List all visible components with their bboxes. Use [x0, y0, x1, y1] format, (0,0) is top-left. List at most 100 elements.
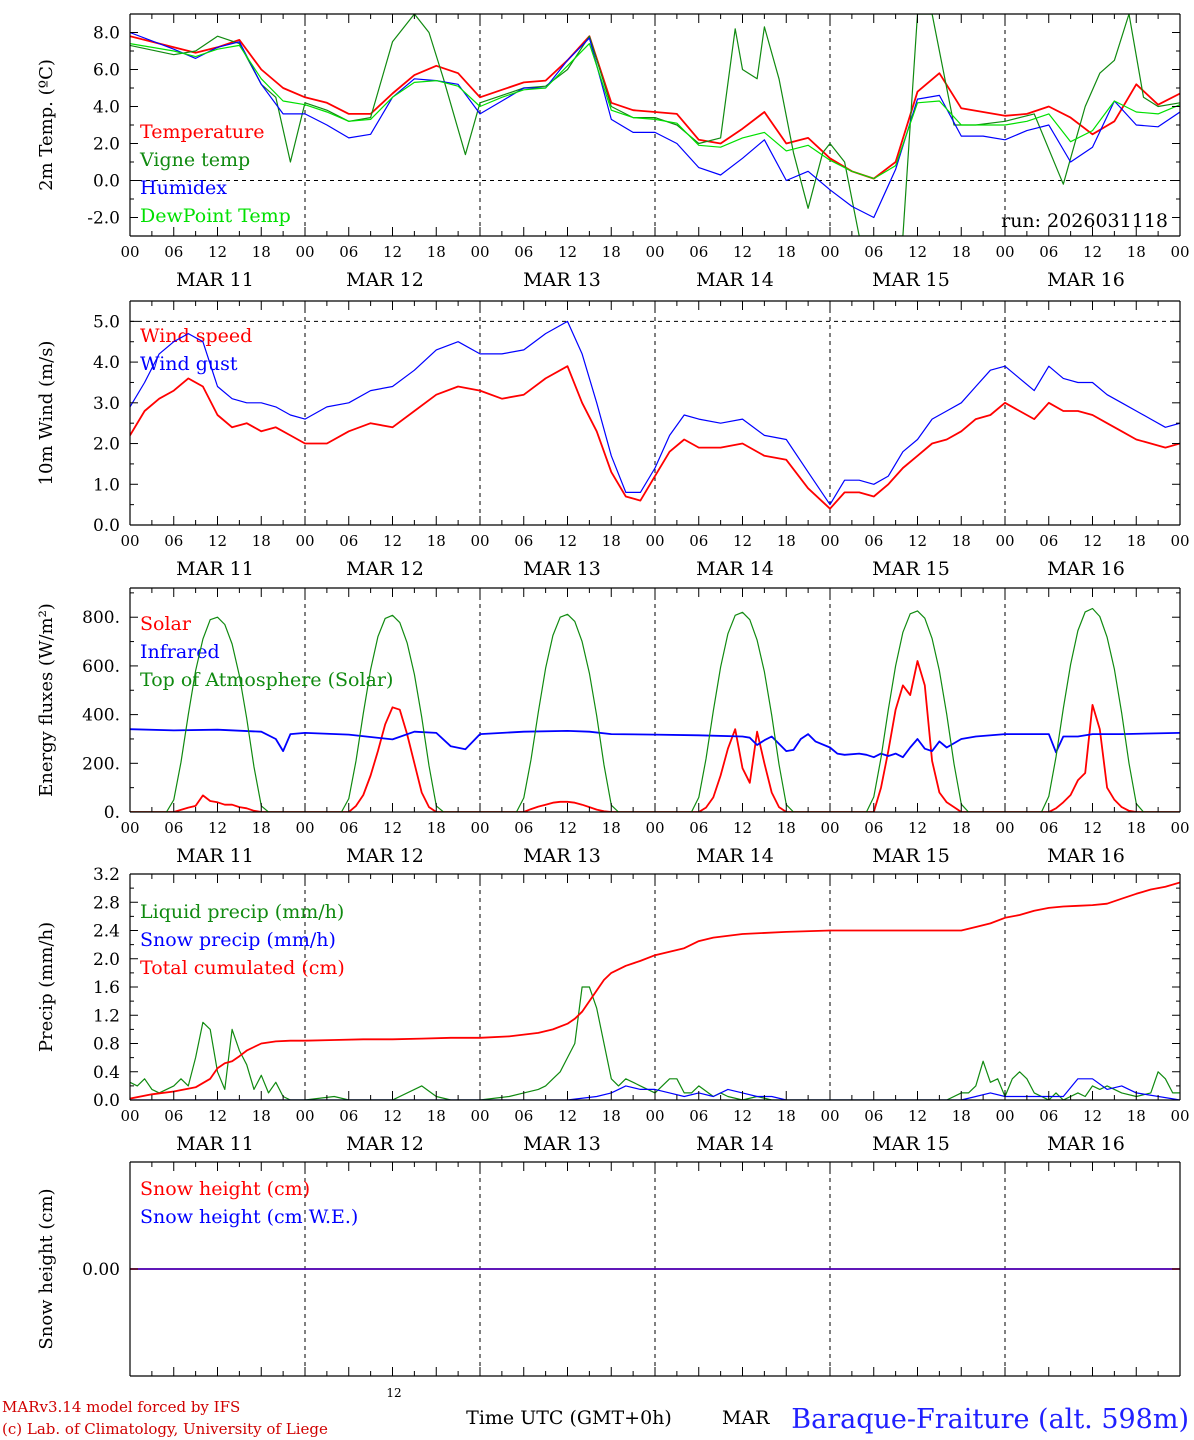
- x-tick-label: 12: [558, 1107, 577, 1125]
- x-tick-label: 06: [339, 1107, 358, 1125]
- x-tick-label: 12: [208, 532, 227, 550]
- series-line-wind-0: [130, 365, 1180, 510]
- x-tick-label: 00: [995, 243, 1014, 261]
- x-tick-label: 18: [252, 1107, 271, 1125]
- x-tick-label: 06: [1039, 819, 1058, 837]
- day-label: MAR 14: [696, 558, 774, 580]
- x-tick-label: 00: [295, 1107, 314, 1125]
- credit-line-2: (c) Lab. of Climatology, University of L…: [2, 1420, 328, 1438]
- day-label: MAR 15: [872, 845, 950, 867]
- day-label: MAR 15: [872, 1133, 950, 1155]
- series-line-temp-1: [130, 14, 1180, 236]
- legend-entry-snow-1: Snow height (cm W.E.): [140, 1206, 358, 1228]
- legend-entry-snow-0: Snow height (cm): [140, 1178, 310, 1200]
- series-line-temp-0: [130, 35, 1180, 180]
- x-tick-label: 12: [1083, 819, 1102, 837]
- x-tick-label: 12: [208, 243, 227, 261]
- x-tick-label: 00: [820, 1107, 839, 1125]
- x-tick-label: 06: [864, 1107, 883, 1125]
- x-tick-label: 12: [908, 532, 927, 550]
- day-label: MAR 11: [176, 558, 254, 580]
- run-annotation: run: 2026031118: [1001, 210, 1168, 232]
- day-label: MAR 14: [696, 845, 774, 867]
- x-tick-label: 18: [777, 243, 796, 261]
- x-tick-label: 06: [689, 1107, 708, 1125]
- x-tick-label: 06: [339, 819, 358, 837]
- y-tick-label: 1.2: [93, 1006, 120, 1026]
- x-tick-label: 06: [864, 819, 883, 837]
- y-tick-label: -2.0: [87, 209, 120, 229]
- x-tick-label: 06: [689, 819, 708, 837]
- panel-energy: Solar Infrared Top of Atmosphere (Solar) 0.…: [36, 587, 1190, 867]
- x-tick-label: 18: [427, 1107, 446, 1125]
- x-tick-label: 00: [1170, 532, 1189, 550]
- x-tick-label: 00: [120, 1107, 139, 1125]
- x-tick-label: 12: [1083, 1107, 1102, 1125]
- day-label: MAR 16: [1047, 558, 1125, 580]
- series-line-precip-1: [130, 1078, 1180, 1100]
- x-tick-label: 06: [514, 819, 533, 837]
- series-line-wind-1: [130, 320, 1180, 506]
- day-label: MAR 12: [346, 269, 424, 291]
- x-tick-label: 12: [383, 243, 402, 261]
- day-label: MAR 16: [1047, 269, 1125, 291]
- y-tick-label: 400.: [82, 706, 120, 726]
- day-label: MAR 15: [872, 558, 950, 580]
- x-tick-label: 18: [952, 819, 971, 837]
- x-tick-label: 18: [1127, 532, 1146, 550]
- x-axis-label: Time UTC (GMT+0h): [466, 1407, 672, 1429]
- x-tick-label: 12: [208, 1107, 227, 1125]
- x-tick-label: 12: [383, 532, 402, 550]
- y-tick-label: 0.0: [93, 172, 120, 192]
- y-tick-label: 2.0: [93, 435, 120, 455]
- legend-entry-wind-0: Wind speed: [140, 325, 252, 347]
- x-tick-label: 00: [1170, 1107, 1189, 1125]
- y-tick-label: 2.4: [93, 922, 120, 942]
- y-tick-label: 800.: [82, 608, 120, 628]
- legend-entry-temp-3: DewPoint Temp: [140, 205, 291, 227]
- y-tick-label: 200.: [82, 754, 120, 774]
- y-tick-label: 1.6: [93, 978, 120, 998]
- y-tick-label: 0.: [104, 803, 120, 823]
- x-tick-label: 06: [339, 243, 358, 261]
- series-line-temp-2: [130, 31, 1180, 219]
- day-label: MAR 14: [696, 1133, 774, 1155]
- day-label: MAR 16: [1047, 845, 1125, 867]
- x-tick-label: 18: [427, 243, 446, 261]
- legend-entry-precip-2: Total cumulated (cm): [140, 957, 345, 979]
- series-line-temp-3: [130, 42, 1180, 180]
- x-tick-label: 12: [383, 1107, 402, 1125]
- y-tick-label: 5.0: [93, 312, 120, 332]
- day-label: MAR 12: [346, 558, 424, 580]
- x-tick-label: 06: [864, 243, 883, 261]
- y-axis-label: Precip (mm/h): [36, 922, 57, 1052]
- day-label: MAR 16: [1047, 1133, 1125, 1155]
- y-tick-label: 6.0: [93, 61, 120, 81]
- day-label: MAR 13: [523, 845, 601, 867]
- x-tick-label: 00: [995, 1107, 1014, 1125]
- legend-entry-temp-2: Humidex: [140, 177, 227, 199]
- panel-temp: Temperature Vigne temp Humidex DewPoint Tem…: [36, 13, 1190, 291]
- x-tick-label: 18: [1127, 1107, 1146, 1125]
- x-tick-label: 00: [295, 819, 314, 837]
- panel-snow: Snow height (cm) Snow height (cm W.E.) 0.0…: [36, 1161, 1181, 1377]
- x-tick-label: 12: [908, 1107, 927, 1125]
- legend-entry-energy-2: Top of Atmosphere (Solar): [140, 669, 393, 691]
- x-tick-label: 18: [952, 532, 971, 550]
- x-tick-label: 00: [120, 532, 139, 550]
- x-tick-label: 00: [820, 819, 839, 837]
- y-tick-label: 0.8: [93, 1035, 120, 1055]
- panel-precip: Liquid precip (mm/h) Snow precip (mm/h) To…: [36, 865, 1190, 1155]
- y-tick-label: 2.0: [93, 950, 120, 970]
- y-tick-label: 1.0: [93, 475, 120, 495]
- y-tick-label: 8.0: [93, 24, 120, 44]
- x-tick-label: 00: [470, 1107, 489, 1125]
- x-tick-label: 00: [645, 243, 664, 261]
- x-tick-label: 12: [1083, 243, 1102, 261]
- y-tick-label: 0.0: [93, 516, 120, 536]
- day-label: MAR 15: [872, 269, 950, 291]
- x-tick-label: 00: [295, 532, 314, 550]
- y-tick-label: 3.0: [93, 394, 120, 414]
- x-tick-label: 18: [602, 532, 621, 550]
